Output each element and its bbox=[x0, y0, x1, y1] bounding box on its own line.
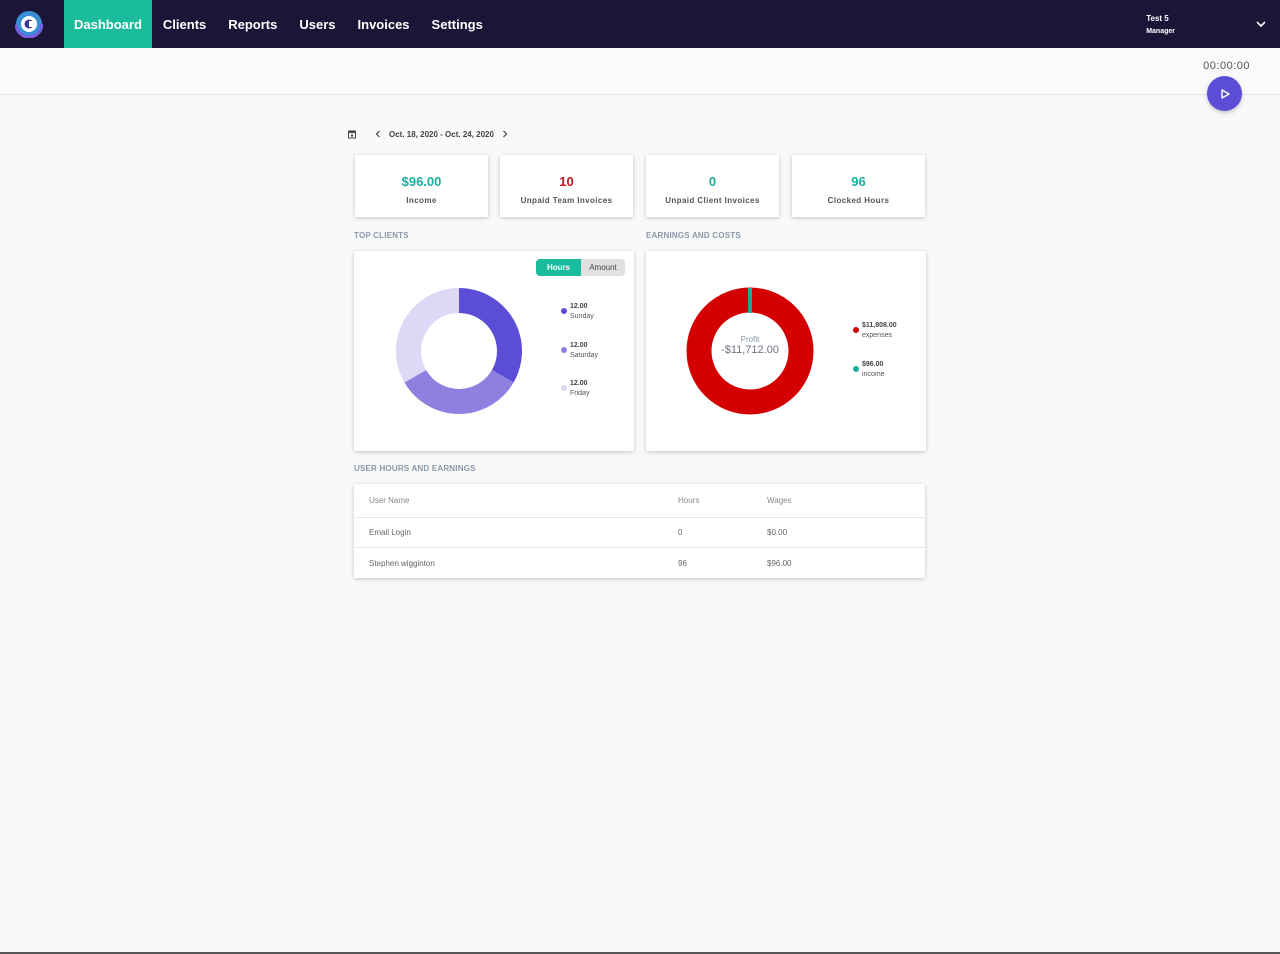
legend-dot bbox=[853, 366, 859, 372]
legend-value: 12.00 bbox=[570, 380, 588, 387]
user-menu[interactable]: Test 5 Manager bbox=[1146, 12, 1175, 38]
donut-segment-income[interactable] bbox=[748, 288, 752, 313]
cell-user-name: Email Login bbox=[369, 528, 411, 537]
play-icon bbox=[1220, 88, 1230, 99]
legend-value: $11,808.00 bbox=[862, 322, 897, 329]
stat-label: Income bbox=[406, 196, 437, 205]
legend-item-expenses: $11,808.00 expenses bbox=[853, 321, 897, 341]
top-clients-donut bbox=[395, 288, 523, 415]
cell-user-name: Stephen wigginton bbox=[369, 558, 435, 568]
nav-dashboard[interactable]: Dashboard bbox=[64, 0, 152, 48]
legend-item-income: $96.00 income bbox=[853, 360, 885, 380]
user-role: Manager bbox=[1146, 28, 1175, 35]
cell-wages: $0.00 bbox=[767, 528, 788, 537]
calendar-icon[interactable] bbox=[347, 129, 357, 139]
donut-segment-friday[interactable] bbox=[395, 288, 459, 383]
table-header: User Name Hours Wages bbox=[354, 484, 925, 518]
start-timer-button[interactable] bbox=[1207, 76, 1242, 111]
earnings-donut bbox=[686, 287, 814, 415]
chevron-left-icon[interactable] bbox=[373, 129, 383, 139]
cell-wages: $96.00 bbox=[767, 558, 792, 568]
stat-card-unpaid-client-invoices[interactable]: 0 Unpaid Client Invoices bbox=[646, 155, 779, 217]
nav-invoices[interactable]: Invoices bbox=[357, 16, 410, 32]
stat-card-income: $96.00 Income bbox=[355, 155, 488, 217]
chevron-down-icon[interactable] bbox=[1254, 17, 1268, 31]
stat-value: 10 bbox=[559, 174, 574, 189]
legend-dot bbox=[561, 385, 567, 391]
legend-value: 12.00 bbox=[570, 303, 588, 310]
legend-name: income bbox=[862, 371, 885, 378]
date-range-label: Oct. 18, 2020 - Oct. 24, 2020 bbox=[389, 129, 494, 139]
stat-value: 96 bbox=[851, 174, 866, 189]
legend-dot bbox=[561, 308, 567, 314]
toggle-hours[interactable]: Hours bbox=[536, 259, 581, 276]
legend-value: 12.00 bbox=[570, 342, 588, 349]
timer-display: 00:00:00 bbox=[1203, 60, 1250, 72]
window-bottom-edge bbox=[0, 952, 1280, 954]
legend-name: Sunday bbox=[570, 313, 594, 320]
chevron-right-icon[interactable] bbox=[500, 129, 510, 139]
cell-hours: 0 bbox=[678, 528, 683, 537]
nav-settings[interactable]: Settings bbox=[431, 16, 483, 32]
legend-name: expenses bbox=[862, 332, 892, 339]
stat-card-clocked-hours: 96 Clocked Hours bbox=[792, 155, 925, 217]
legend-item-saturday: 12.00 Saturday bbox=[561, 341, 599, 361]
timer-bar bbox=[0, 48, 1280, 95]
stat-label: Unpaid Client Invoices bbox=[665, 196, 760, 205]
user-name: Test 5 bbox=[1146, 14, 1169, 23]
donut-segment-saturday[interactable] bbox=[404, 370, 514, 415]
cell-hours: 96 bbox=[678, 558, 687, 568]
legend-name: Friday bbox=[570, 390, 590, 397]
hours-amount-toggle: Hours Amount bbox=[536, 259, 625, 276]
user-hours-title: USER HOURS AND EARNINGS bbox=[354, 464, 476, 473]
legend-dot bbox=[561, 347, 567, 353]
stat-label: Unpaid Team Invoices bbox=[520, 196, 613, 205]
top-nav: Dashboard Clients Reports Users Invoices… bbox=[0, 0, 1280, 48]
profit-value: -$11,712.00 bbox=[721, 344, 779, 356]
legend-item-sunday: 12.00 Sunday bbox=[561, 302, 594, 322]
legend-dot bbox=[853, 327, 859, 333]
legend-name: Saturday bbox=[570, 352, 599, 359]
stat-label: Clocked Hours bbox=[827, 196, 890, 205]
donut-segment-sunday[interactable] bbox=[459, 288, 523, 383]
header-wages[interactable]: Wages bbox=[767, 496, 792, 505]
nav-reports[interactable]: Reports bbox=[228, 16, 278, 32]
nav-users[interactable]: Users bbox=[299, 16, 336, 32]
toggle-amount[interactable]: Amount bbox=[589, 263, 617, 272]
nav-clients[interactable]: Clients bbox=[162, 16, 207, 32]
stat-value: $96.00 bbox=[401, 174, 442, 189]
header-user-name[interactable]: User Name bbox=[369, 496, 410, 505]
legend-item-friday: 12.00 Friday bbox=[561, 379, 590, 399]
earnings-costs-title: EARNINGS AND COSTS bbox=[646, 231, 741, 240]
app-logo-icon[interactable] bbox=[15, 10, 43, 38]
profit-label: Profit bbox=[740, 335, 760, 344]
top-clients-title: TOP CLIENTS bbox=[354, 231, 409, 240]
stat-value: 0 bbox=[708, 174, 717, 189]
date-range-picker: Oct. 18, 2020 - Oct. 24, 2020 bbox=[347, 127, 516, 141]
legend-value: $96.00 bbox=[862, 361, 884, 368]
stat-card-unpaid-team-invoices[interactable]: 10 Unpaid Team Invoices bbox=[500, 155, 633, 217]
table-row[interactable]: Stephen wigginton 96 $96.00 bbox=[354, 548, 925, 578]
header-hours[interactable]: Hours bbox=[678, 496, 700, 505]
user-hours-table: User Name Hours Wages Email Login 0 $0.0… bbox=[354, 484, 925, 578]
table-row[interactable]: Email Login 0 $0.00 bbox=[354, 518, 925, 548]
